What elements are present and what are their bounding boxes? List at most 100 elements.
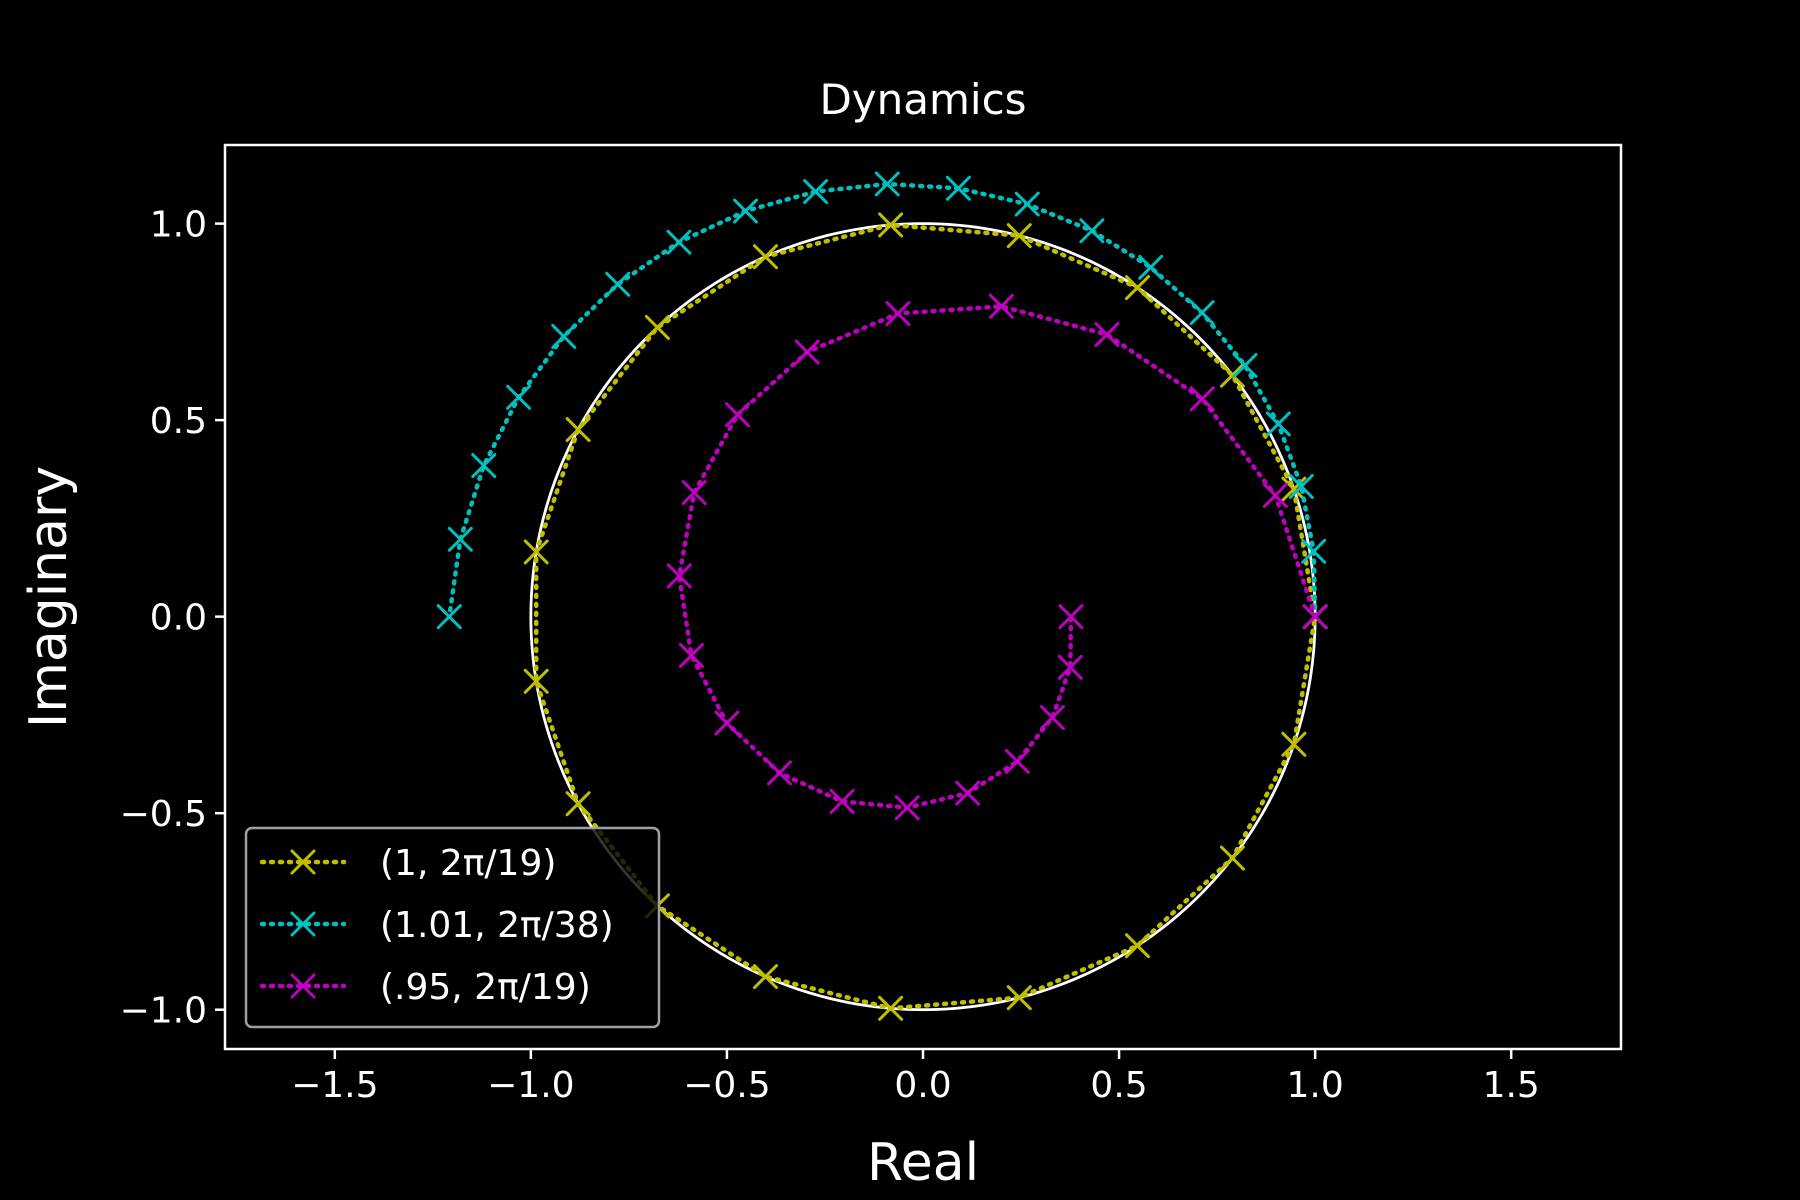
data-point [714, 710, 740, 736]
data-point [666, 229, 692, 255]
data-point [1302, 604, 1328, 630]
x-marker-stroke [1262, 482, 1288, 508]
x-tick-label: 0.0 [894, 1065, 951, 1106]
x-marker-stroke [955, 780, 981, 806]
x-tick-label: 1.5 [1483, 1065, 1540, 1106]
x-tick-label: −1.5 [291, 1065, 378, 1106]
x-marker-stroke [290, 911, 316, 937]
data-layer [436, 171, 1328, 1021]
data-point [1006, 985, 1032, 1011]
x-marker-stroke [1079, 218, 1105, 244]
data-point [523, 539, 549, 565]
data-point [874, 171, 900, 197]
series-2-line [676, 304, 1318, 810]
legend-box [244, 826, 661, 1029]
data-point [1004, 748, 1030, 774]
x-marker-stroke [803, 179, 829, 205]
x-marker-stroke [1124, 275, 1150, 301]
x-marker-stroke [605, 271, 631, 297]
x-marker-stroke [878, 995, 904, 1021]
x-axis-label: Real [867, 1133, 979, 1193]
data-point [1124, 275, 1150, 301]
series-2 [666, 293, 1328, 821]
data-point [1189, 386, 1215, 412]
x-marker-stroke [794, 339, 820, 365]
data-point [551, 323, 577, 349]
data-point [878, 212, 904, 238]
x-marker-stroke [1006, 223, 1032, 249]
x-marker-stroke [1219, 362, 1245, 388]
data-point [1138, 254, 1164, 280]
x-marker-stroke [644, 314, 670, 340]
x-marker-stroke [565, 791, 591, 817]
data-point [565, 417, 591, 443]
legend-marker [290, 973, 316, 999]
x-axis: −1.5 −1.0 −0.5 0.0 0.5 1.0 1.5 [291, 1049, 1540, 1106]
data-point [752, 244, 778, 270]
y-tick-label: −1.0 [120, 991, 207, 1032]
x-marker-stroke [1281, 731, 1307, 757]
x-marker-stroke [436, 604, 462, 630]
data-point [506, 384, 532, 410]
data-point [885, 301, 911, 327]
data-point [1232, 352, 1258, 378]
x-marker-stroke [878, 212, 904, 238]
y-tick-label: 0.0 [150, 598, 207, 639]
data-point [1124, 933, 1150, 959]
legend-label: (.95, 2π/19) [380, 967, 591, 1008]
legend-label: (1, 2π/19) [380, 843, 556, 884]
x-marker-stroke [471, 453, 497, 479]
data-point [829, 788, 855, 814]
data-point [678, 642, 704, 668]
data-point [447, 526, 473, 552]
data-point [1094, 322, 1120, 348]
x-marker-stroke [1039, 705, 1065, 731]
legend-marker [290, 911, 316, 937]
x-marker-stroke [1124, 933, 1150, 959]
x-marker-stroke [1232, 352, 1258, 378]
data-point [1301, 538, 1327, 564]
data-point [681, 480, 707, 506]
data-point [1189, 300, 1215, 326]
x-marker-stroke [766, 760, 792, 786]
data-point [666, 563, 692, 589]
data-point [988, 293, 1014, 319]
x-marker-stroke [290, 849, 316, 875]
x-marker-stroke [714, 710, 740, 736]
x-marker-stroke [945, 175, 971, 201]
x-marker-stroke [894, 795, 920, 821]
plot-area [223, 143, 1623, 1051]
data-point [766, 760, 792, 786]
legend-item-0: (1, 2π/19) [259, 843, 556, 884]
data-point [1219, 845, 1245, 871]
data-point [565, 791, 591, 817]
y-tick-label: 1.0 [150, 205, 207, 246]
legend: (1, 2π/19) (1.01, 2π/38) (.95, 2π/19) [244, 826, 661, 1029]
data-point [1288, 473, 1314, 499]
x-marker-stroke [1014, 191, 1040, 217]
x-marker-stroke [681, 480, 707, 506]
legend-label: (1.01, 2π/38) [380, 905, 614, 946]
data-point [945, 175, 971, 201]
y-axis-label: Imaginary [19, 466, 79, 728]
data-point [1281, 731, 1307, 757]
legend-item-1: (1.01, 2π/38) [259, 905, 614, 946]
x-marker-stroke [666, 563, 692, 589]
y-tick-label: −0.5 [120, 794, 207, 835]
data-point [878, 995, 904, 1021]
data-point [725, 402, 751, 428]
data-point [1006, 223, 1032, 249]
x-marker-stroke [678, 642, 704, 668]
data-point [1014, 191, 1040, 217]
x-marker-stroke [565, 417, 591, 443]
x-marker-stroke [874, 171, 900, 197]
unit-circle [529, 222, 1317, 1012]
data-point [1039, 705, 1065, 731]
x-marker-stroke [1057, 654, 1083, 680]
legend-item-2: (.95, 2π/19) [259, 967, 591, 1008]
data-point [733, 198, 759, 224]
x-tick-label: −0.5 [683, 1065, 770, 1106]
x-marker-stroke [1138, 254, 1164, 280]
data-point [644, 314, 670, 340]
